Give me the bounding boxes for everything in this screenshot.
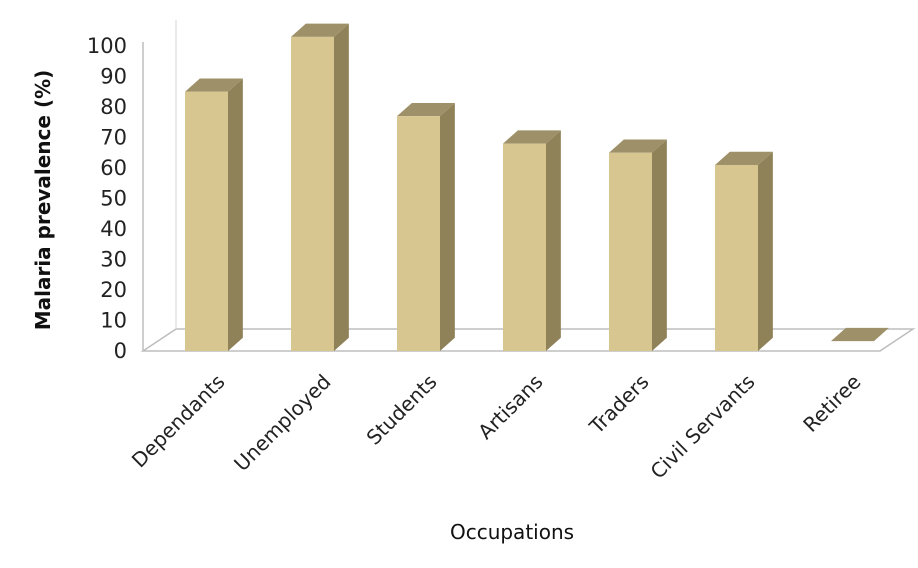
x-tick-label: Unemployed xyxy=(229,370,335,476)
bar-front xyxy=(715,164,758,351)
bar-front xyxy=(185,91,228,351)
bar-top xyxy=(503,130,561,144)
x-tick-label: Retiree xyxy=(798,370,865,437)
bar-front xyxy=(503,143,546,351)
bars xyxy=(185,23,889,352)
y-axis-title: Malaria prevalence (%) xyxy=(31,70,55,331)
x-tick-label: Traders xyxy=(584,370,654,440)
x-tick-label: Artisans xyxy=(473,370,547,444)
y-tick-label: 30 xyxy=(100,248,127,272)
bar-top xyxy=(831,327,889,342)
bar xyxy=(715,151,773,351)
bar-top xyxy=(397,102,455,117)
bar xyxy=(503,130,561,351)
y-tick-label: 10 xyxy=(100,309,127,333)
y-tick-label: 20 xyxy=(100,278,127,302)
bar xyxy=(609,139,667,351)
bar-front xyxy=(397,116,440,352)
bar-top xyxy=(291,23,349,37)
bar-side xyxy=(334,23,349,352)
bar-side xyxy=(758,151,773,351)
y-tick-label: 50 xyxy=(100,187,127,211)
bar-front xyxy=(291,36,334,351)
y-tick-label: 40 xyxy=(100,217,127,241)
bar-top xyxy=(609,139,667,153)
bar-side xyxy=(440,102,455,351)
bar-side xyxy=(228,78,243,352)
bar-top xyxy=(715,151,773,165)
y-tick-label: 100 xyxy=(87,34,127,58)
y-axis: 0 10 20 30 40 50 60 70 80 90 100 xyxy=(87,20,177,363)
y-tick-label: 90 xyxy=(100,65,127,89)
bar-side xyxy=(546,130,561,351)
x-tick-label: Civil Servants xyxy=(646,370,760,484)
bar xyxy=(291,23,349,352)
x-tick-label: Dependants xyxy=(127,370,230,473)
x-axis-labels: Dependants Unemployed Students Artisans Trad… xyxy=(127,370,866,484)
x-tick-label: Students xyxy=(362,370,442,450)
y-tick-label: 70 xyxy=(100,126,127,150)
bar xyxy=(397,102,455,352)
bar-top xyxy=(185,78,243,92)
y-tick-label: 0 xyxy=(114,339,127,363)
bar-front xyxy=(609,152,652,351)
bar xyxy=(831,327,889,342)
y-tick-label: 60 xyxy=(100,156,127,180)
y-tick-label: 80 xyxy=(100,95,127,119)
x-axis-title: Occupations xyxy=(450,520,574,544)
bar xyxy=(185,78,243,352)
bar-side xyxy=(652,139,667,351)
